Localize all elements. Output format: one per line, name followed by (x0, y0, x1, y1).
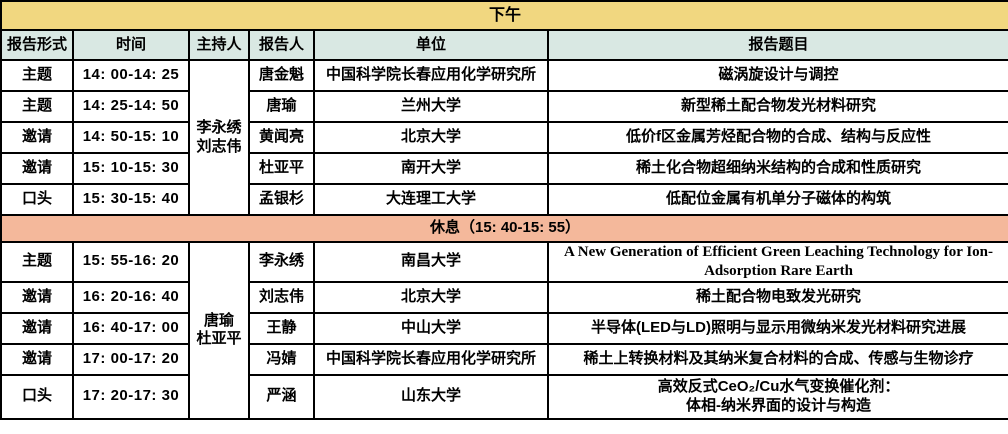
speaker-cell: 李永绣 (248, 241, 315, 283)
table-row: 主题 14: 25-14: 50 唐瑜 兰州大学 新型稀土配合物发光材料研究 (0, 90, 1008, 123)
time-cell: 16: 40-17: 00 (72, 311, 190, 345)
break-row: 休息（15: 40-15: 55） (0, 214, 1008, 243)
session-header-row: 下午 (0, 0, 1008, 31)
title-cell: 磁涡旋设计与调控 (546, 59, 1008, 92)
report-type-cell: 邀请 (0, 342, 74, 376)
report-type-cell: 主题 (0, 90, 74, 123)
table-row: 口头 15: 30-15: 40 孟银杉 大连理工大学 低配位金属有机单分子磁体… (0, 183, 1008, 216)
host-cell: 唐瑜 杜亚平 (188, 241, 250, 420)
report-type-cell: 邀请 (0, 121, 74, 154)
table-row: 邀请 17: 00-17: 20 冯婧 中国科学院长春应用化学研究所 稀土上转换… (0, 342, 1008, 376)
table-row: 主题 14: 00-14: 25 李永绣 刘志伟 唐金魁 中国科学院长春应用化学… (0, 59, 1008, 216)
speaker-cell: 唐金魁 (248, 59, 315, 92)
speaker-cell: 刘志伟 (248, 280, 315, 314)
time-cell: 15: 55-16: 20 (72, 241, 190, 283)
time-cell: 15: 30-15: 40 (72, 183, 190, 216)
table-row: 邀请 15: 10-15: 30 杜亚平 南开大学 稀土化合物超细纳米结构的合成… (0, 152, 1008, 185)
title-cell: 高效反式CeO₂/Cu水气变换催化剂： 体相-纳米界面的设计与构造 (546, 373, 1008, 420)
speaker-cell: 孟银杉 (248, 183, 315, 216)
table-row: 主题 15: 55-16: 20 唐瑜 杜亚平 李永绣 南昌大学 A New G… (0, 241, 1008, 420)
report-type-cell: 口头 (0, 183, 74, 216)
title-cell: A New Generation of Efficient Green Leac… (546, 241, 1008, 283)
affiliation-cell: 兰州大学 (313, 90, 549, 123)
affiliation-cell: 大连理工大学 (313, 183, 549, 216)
report-type-cell: 邀请 (0, 280, 74, 314)
affiliation-cell: 北京大学 (313, 121, 549, 154)
session-title: 下午 (0, 0, 1008, 31)
time-cell: 17: 20-17: 30 (72, 373, 190, 420)
affiliation-cell: 山东大学 (313, 373, 549, 420)
title-cell: 稀土上转换材料及其纳米复合材料的合成、传感与生物诊疗 (546, 342, 1008, 376)
table-row: 邀请 16: 40-17: 00 王静 中山大学 半导体(LED与LD)照明与显… (0, 311, 1008, 345)
table-row: 邀请 16: 20-16: 40 刘志伟 北京大学 稀土配合物电致发光研究 (0, 280, 1008, 314)
time-cell: 17: 00-17: 20 (72, 342, 190, 376)
report-type-cell: 口头 (0, 373, 74, 420)
title-cell: 半导体(LED与LD)照明与显示用微纳米发光材料研究进展 (546, 311, 1008, 345)
time-cell: 16: 20-16: 40 (72, 280, 190, 314)
speaker-cell: 冯婧 (248, 342, 315, 376)
header-title: 报告题目 (546, 29, 1008, 61)
report-type-cell: 邀请 (0, 311, 74, 345)
affiliation-cell: 中国科学院长春应用化学研究所 (313, 59, 549, 92)
affiliation-cell: 南开大学 (313, 152, 549, 185)
title-cell: 稀土配合物电致发光研究 (546, 280, 1008, 314)
affiliation-cell: 北京大学 (313, 280, 549, 314)
report-type-cell: 主题 (0, 59, 74, 92)
time-cell: 14: 50-15: 10 (72, 121, 190, 154)
header-affiliation: 单位 (313, 29, 549, 61)
speaker-cell: 唐瑜 (248, 90, 315, 123)
affiliation-cell: 中山大学 (313, 311, 549, 345)
time-cell: 15: 10-15: 30 (72, 152, 190, 185)
host-cell: 李永绣 刘志伟 (188, 59, 250, 216)
title-cell: 新型稀土配合物发光材料研究 (546, 90, 1008, 123)
affiliation-cell: 中国科学院长春应用化学研究所 (313, 342, 549, 376)
header-report-type: 报告形式 (0, 29, 74, 61)
report-type-cell: 邀请 (0, 152, 74, 185)
title-cell: 低价f区金属芳烃配合物的合成、结构与反应性 (546, 121, 1008, 154)
report-type-cell: 主题 (0, 241, 74, 283)
afternoon-schedule-table: 下午 报告形式 时间 主持人 报告人 单位 报告题目 主题 14: 00-14:… (0, 0, 1008, 420)
speaker-cell: 黄闻亮 (248, 121, 315, 154)
header-host: 主持人 (188, 29, 250, 61)
speaker-cell: 严涵 (248, 373, 315, 420)
time-cell: 14: 00-14: 25 (72, 59, 190, 92)
table-row: 邀请 14: 50-15: 10 黄闻亮 北京大学 低价f区金属芳烃配合物的合成… (0, 121, 1008, 154)
title-cell: 稀土化合物超细纳米结构的合成和性质研究 (546, 152, 1008, 185)
break-label: 休息（15: 40-15: 55） (0, 214, 1008, 243)
speaker-cell: 王静 (248, 311, 315, 345)
title-cell: 低配位金属有机单分子磁体的构筑 (546, 183, 1008, 216)
header-time: 时间 (72, 29, 190, 61)
column-header-row: 报告形式 时间 主持人 报告人 单位 报告题目 (0, 29, 1008, 61)
header-speaker: 报告人 (248, 29, 315, 61)
speaker-cell: 杜亚平 (248, 152, 315, 185)
table-row: 口头 17: 20-17: 30 严涵 山东大学 高效反式CeO₂/Cu水气变换… (0, 373, 1008, 420)
affiliation-cell: 南昌大学 (313, 241, 549, 283)
time-cell: 14: 25-14: 50 (72, 90, 190, 123)
